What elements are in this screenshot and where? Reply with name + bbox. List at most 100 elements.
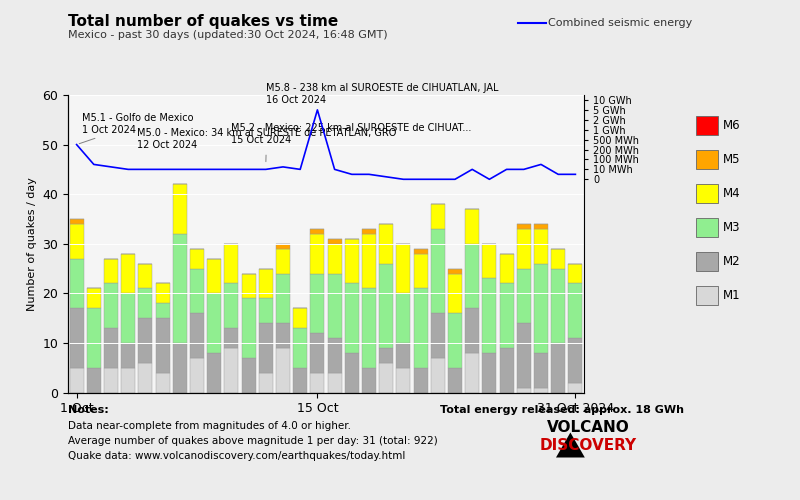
Bar [242,358,256,392]
Bar [104,368,118,392]
Bar [190,248,204,268]
Text: Total energy released: approx. 18 GWh: Total energy released: approx. 18 GWh [440,405,684,415]
Bar [155,303,170,318]
Bar [121,294,135,343]
Bar [224,284,238,328]
Text: DISCOVERY: DISCOVERY [539,438,637,454]
Bar [362,229,376,234]
Bar [242,274,256,298]
Bar [534,388,548,392]
Bar [258,298,273,323]
Bar [396,343,410,367]
Bar [396,244,410,294]
Bar [258,268,273,298]
Bar [482,244,497,278]
Bar [534,264,548,353]
Bar [258,323,273,372]
Text: Notes:: Notes: [68,405,109,415]
Bar [430,313,445,358]
Bar [414,254,428,288]
Text: Combined seismic energy: Combined seismic energy [548,18,692,28]
Bar [207,353,222,393]
Bar [430,358,445,392]
Bar [155,372,170,392]
Bar [448,268,462,274]
Bar [276,348,290,393]
Text: Quake data: www.volcanodiscovery.com/earthquakes/today.html: Quake data: www.volcanodiscovery.com/ear… [68,451,406,461]
Bar [379,264,394,348]
Text: M5: M5 [723,153,741,166]
Text: Average number of quakes above magnitude 1 per day: 31 (total: 922): Average number of quakes above magnitude… [68,436,438,446]
Bar [276,248,290,274]
Text: M5.1 - Golfo de Mexico
1 Oct 2024: M5.1 - Golfo de Mexico 1 Oct 2024 [79,113,194,144]
Bar [448,368,462,392]
Bar [568,284,582,338]
Bar [534,229,548,264]
Text: M5.2 - Mexico: 225 km al SUROESTE de CIHUAT...
15 Oct 2024: M5.2 - Mexico: 225 km al SUROESTE de CIH… [231,123,472,144]
Bar [414,368,428,392]
Text: Data near-complete from magnitudes of 4.0 or higher.: Data near-complete from magnitudes of 4.… [68,421,351,431]
Bar [414,288,428,368]
Bar [430,229,445,313]
Bar [104,258,118,283]
Bar [70,308,84,368]
Bar [70,368,84,392]
Bar [70,258,84,308]
Text: VOLCANO: VOLCANO [546,420,630,435]
Bar [517,323,531,388]
Bar [465,244,479,308]
Bar [465,308,479,353]
Y-axis label: Number of quakes / day: Number of quakes / day [26,177,37,310]
Bar [173,343,187,392]
Bar [258,372,273,392]
Bar [138,363,153,392]
Bar [551,248,566,268]
Bar [327,244,342,274]
Bar [517,229,531,268]
Bar [138,288,153,318]
Bar [138,318,153,363]
Bar [362,368,376,392]
Bar [396,368,410,392]
Bar [224,348,238,393]
Bar [293,368,307,392]
Bar [190,313,204,358]
Bar [327,338,342,372]
Text: M5.0 - Mexico: 34 km al SURESTE de PETATLAN, GRO
12 Oct 2024: M5.0 - Mexico: 34 km al SURESTE de PETAT… [137,128,396,162]
Bar [155,318,170,372]
Bar [190,268,204,313]
Bar [551,268,566,343]
Bar [173,184,187,234]
Bar [86,368,101,392]
Bar [345,353,359,393]
Bar [276,244,290,248]
Bar [138,264,153,288]
Text: M3: M3 [723,221,741,234]
Bar [207,258,222,294]
Bar [310,372,325,392]
Bar [396,294,410,343]
Bar [224,244,238,284]
Bar [362,234,376,288]
Bar [568,338,582,382]
Bar [104,284,118,328]
Bar [465,353,479,393]
Bar [327,372,342,392]
Bar [70,224,84,258]
Bar [534,224,548,229]
Bar [224,328,238,348]
Bar [568,382,582,392]
Text: Total number of quakes vs time: Total number of quakes vs time [68,14,338,29]
Bar [86,308,101,368]
Bar [121,343,135,367]
Bar [534,353,548,388]
Bar [482,278,497,353]
Bar [345,239,359,284]
Bar [379,363,394,392]
Bar [276,323,290,348]
Bar [327,274,342,338]
Bar [207,294,222,353]
Bar [155,284,170,303]
Bar [448,274,462,313]
Bar [517,268,531,323]
